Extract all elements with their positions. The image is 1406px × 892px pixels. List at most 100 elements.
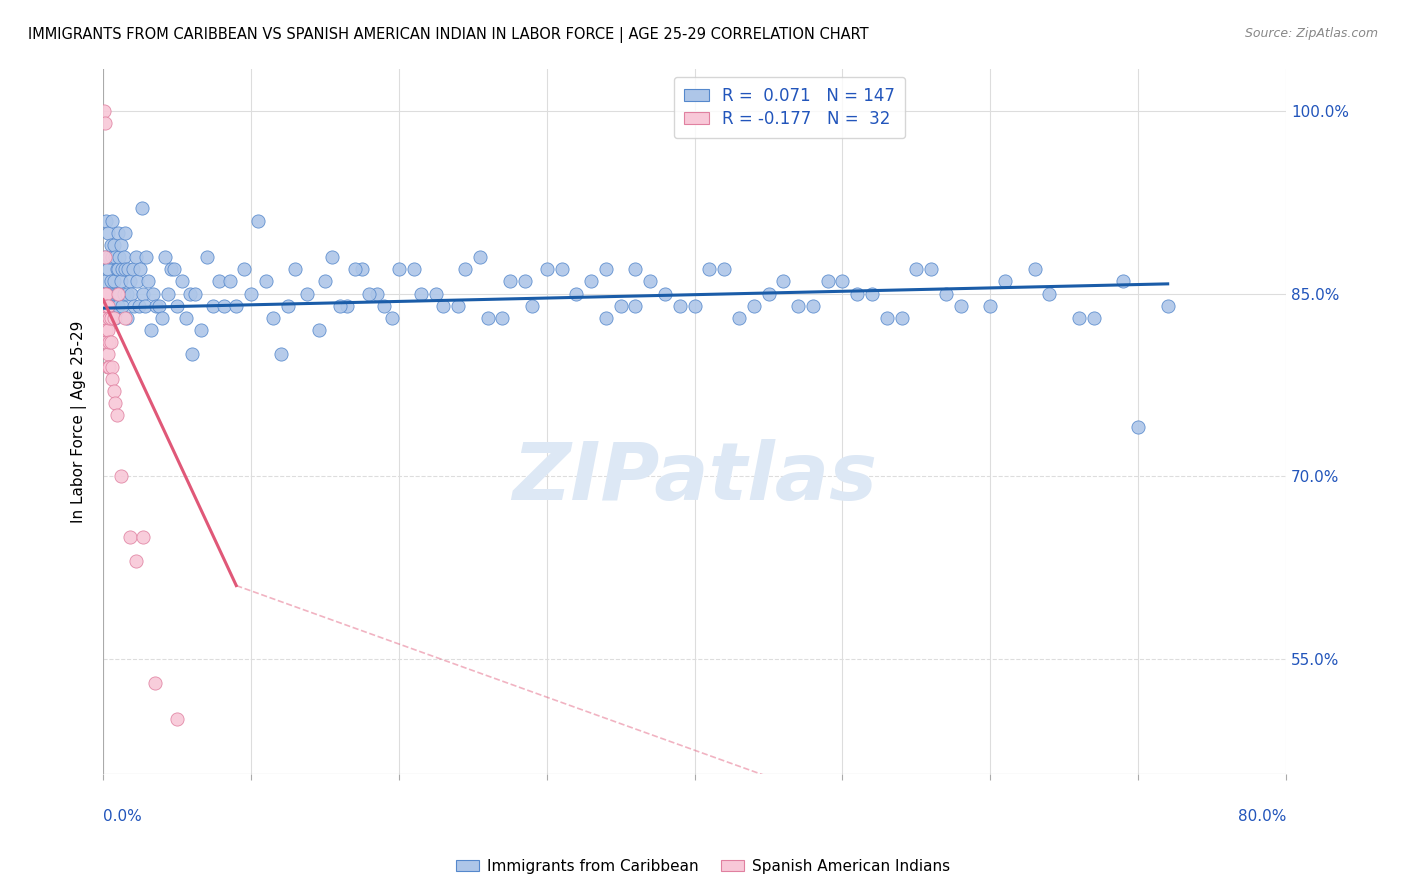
Point xyxy=(935,286,957,301)
Point xyxy=(96,286,118,301)
Point xyxy=(142,286,165,301)
Point xyxy=(860,286,883,301)
Point xyxy=(111,262,134,277)
Point xyxy=(114,226,136,240)
Point xyxy=(595,262,617,277)
Point xyxy=(742,299,765,313)
Point xyxy=(174,310,197,325)
Point xyxy=(432,299,454,313)
Point xyxy=(579,274,602,288)
Point xyxy=(111,299,134,313)
Point xyxy=(669,299,692,313)
Point xyxy=(163,262,186,277)
Point xyxy=(114,310,136,325)
Point xyxy=(905,262,928,277)
Legend: Immigrants from Caribbean, Spanish American Indians: Immigrants from Caribbean, Spanish Ameri… xyxy=(450,853,956,880)
Point xyxy=(101,372,124,386)
Point xyxy=(240,286,263,301)
Point xyxy=(93,274,115,288)
Point xyxy=(122,299,145,313)
Point xyxy=(97,226,120,240)
Point xyxy=(801,299,824,313)
Point xyxy=(132,286,155,301)
Point xyxy=(108,250,131,264)
Point xyxy=(115,310,138,325)
Point xyxy=(166,299,188,313)
Point xyxy=(329,299,352,313)
Point xyxy=(308,323,330,337)
Point xyxy=(1112,274,1135,288)
Point xyxy=(155,250,177,264)
Point xyxy=(160,262,183,277)
Point xyxy=(1126,420,1149,434)
Point xyxy=(114,262,136,277)
Point xyxy=(454,262,477,277)
Point xyxy=(314,274,336,288)
Point xyxy=(380,310,402,325)
Point xyxy=(139,323,162,337)
Point xyxy=(110,274,132,288)
Point xyxy=(321,250,343,264)
Point xyxy=(107,286,129,301)
Point xyxy=(107,262,129,277)
Text: 0.0%: 0.0% xyxy=(103,809,142,824)
Point xyxy=(96,335,118,350)
Point xyxy=(513,274,536,288)
Point xyxy=(262,310,284,325)
Point xyxy=(772,274,794,288)
Point xyxy=(425,286,447,301)
Text: Source: ZipAtlas.com: Source: ZipAtlas.com xyxy=(1244,27,1378,40)
Point xyxy=(713,262,735,277)
Point xyxy=(1157,299,1180,313)
Point xyxy=(624,262,647,277)
Point xyxy=(98,359,121,374)
Point xyxy=(225,299,247,313)
Point xyxy=(683,299,706,313)
Point xyxy=(101,286,124,301)
Point xyxy=(117,262,139,277)
Point xyxy=(499,274,522,288)
Text: ZIPatlas: ZIPatlas xyxy=(512,439,877,516)
Point xyxy=(93,310,115,325)
Point xyxy=(101,213,124,227)
Point xyxy=(195,250,218,264)
Point xyxy=(920,262,942,277)
Point xyxy=(1067,310,1090,325)
Point xyxy=(817,274,839,288)
Point xyxy=(118,274,141,288)
Point xyxy=(101,250,124,264)
Point xyxy=(201,299,224,313)
Point xyxy=(103,299,125,313)
Point xyxy=(297,286,319,301)
Point xyxy=(1038,286,1060,301)
Point xyxy=(118,530,141,544)
Point xyxy=(157,286,180,301)
Point xyxy=(254,274,277,288)
Point xyxy=(131,202,153,216)
Point xyxy=(97,299,120,313)
Legend: R =  0.071   N = 147, R = -0.177   N =  32: R = 0.071 N = 147, R = -0.177 N = 32 xyxy=(673,77,905,138)
Point xyxy=(758,286,780,301)
Point xyxy=(120,286,142,301)
Point xyxy=(207,274,229,288)
Point xyxy=(609,299,631,313)
Point xyxy=(97,262,120,277)
Point xyxy=(520,299,543,313)
Point xyxy=(409,286,432,301)
Point xyxy=(96,213,118,227)
Point xyxy=(232,262,254,277)
Point xyxy=(170,274,193,288)
Point xyxy=(100,274,122,288)
Point xyxy=(96,323,118,337)
Point xyxy=(97,299,120,313)
Point xyxy=(101,359,124,374)
Point xyxy=(93,250,115,264)
Point xyxy=(136,274,159,288)
Point xyxy=(654,286,676,301)
Point xyxy=(214,299,236,313)
Point xyxy=(134,299,156,313)
Point xyxy=(699,262,721,277)
Point xyxy=(96,299,118,313)
Point xyxy=(402,262,425,277)
Point xyxy=(135,250,157,264)
